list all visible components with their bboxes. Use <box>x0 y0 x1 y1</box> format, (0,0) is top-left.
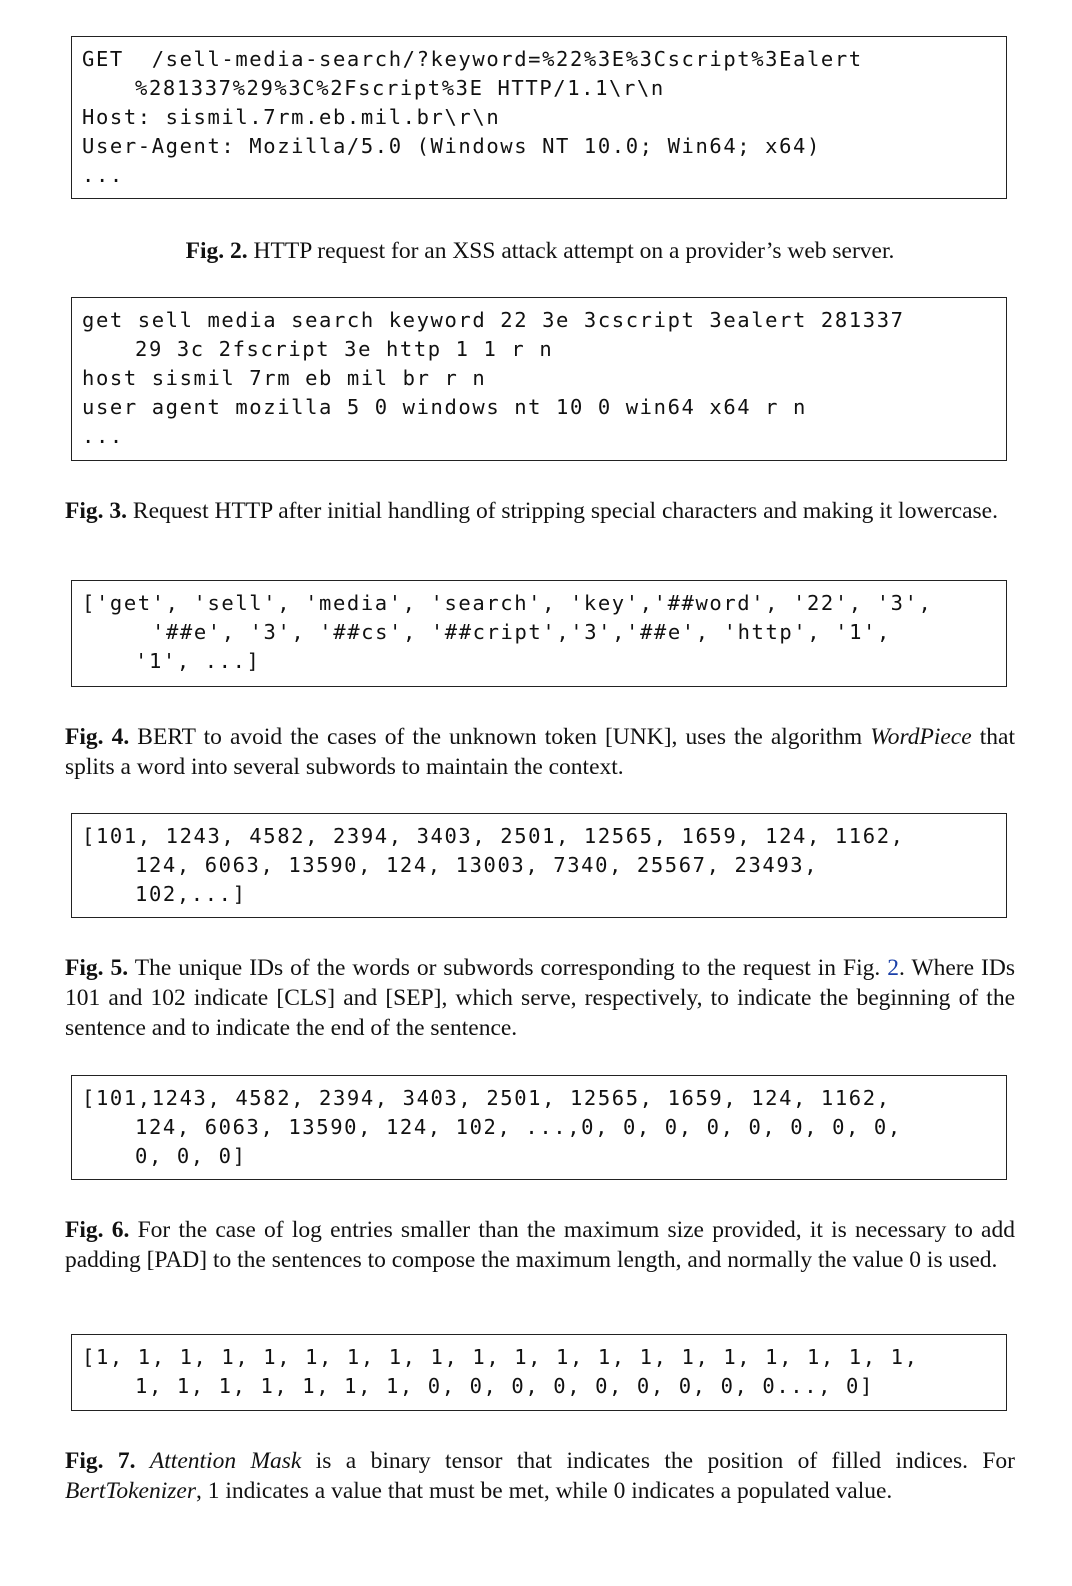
figure-label: Fig. 6. <box>65 1217 130 1243</box>
caption-emphasis: Attention Mask <box>149 1448 302 1474</box>
caption-text: For the case of log entries smaller than… <box>65 1217 1015 1273</box>
code-line: %281337%29%3C%2Fscript%3E HTTP/1.1\r\n <box>135 76 665 100</box>
code-line: 102,...] <box>135 882 247 906</box>
figure-caption-fig4: Fig. 4. BERT to avoid the cases of the u… <box>65 722 1015 782</box>
figure-label: Fig. 4. <box>65 724 130 750</box>
figure-caption-fig2: Fig. 2. HTTP request for an XSS attack a… <box>65 236 1015 266</box>
caption-text: that splits a word into several subwords… <box>65 724 1015 780</box>
figure-caption-fig5: Fig. 5. The unique IDs of the words or s… <box>65 953 1015 1043</box>
figure-label: Fig. 7. <box>65 1448 136 1474</box>
caption-text: . Where IDs 101 and 102 indicate [CLS] a… <box>65 955 1015 1041</box>
code-line: host sismil 7rm eb mil br r n <box>82 366 487 390</box>
code-listing-fig6: [101,1243, 4582, 2394, 3403, 2501, 12565… <box>71 1075 1007 1180</box>
code-line: Host: sismil.7rm.eb.mil.br\r\n <box>82 105 501 129</box>
caption-text: The unique IDs of the words or subwords … <box>128 955 888 981</box>
figure-caption-fig7: Fig. 7. Attention Mask is a binary tenso… <box>65 1446 1015 1506</box>
figure-caption-fig3: Fig. 3. Request HTTP after initial handl… <box>65 496 1015 526</box>
code-line: 124, 6063, 13590, 124, 102, ...,0, 0, 0,… <box>135 1115 902 1139</box>
code-line: 0, 0, 0] <box>135 1144 247 1168</box>
figure-caption-fig6: Fig. 6. For the case of log entries smal… <box>65 1215 1015 1275</box>
code-line: 29 3c 2fscript 3e http 1 1 r n <box>135 337 554 361</box>
code-line: GET /sell-media-search/?keyword=%22%3E%3… <box>82 47 863 71</box>
caption-text: BERT to avoid the cases of the unknown t… <box>129 724 871 750</box>
code-listing-fig5: [101, 1243, 4582, 2394, 3403, 2501, 1256… <box>71 813 1007 918</box>
figure-label: Fig. 5. <box>65 955 129 981</box>
code-line: [1, 1, 1, 1, 1, 1, 1, 1, 1, 1, 1, 1, 1, … <box>82 1345 919 1369</box>
caption-text: Request HTTP after initial handling of s… <box>127 498 998 524</box>
figure-label: Fig. 2. <box>185 238 248 264</box>
caption-text: , 1 indicates a value that must be met, … <box>195 1478 893 1504</box>
caption-emphasis: WordPiece <box>870 724 972 750</box>
code-listing-fig2: GET /sell-media-search/?keyword=%22%3E%3… <box>71 36 1007 199</box>
code-line: [101,1243, 4582, 2394, 3403, 2501, 12565… <box>82 1086 891 1110</box>
code-line: User-Agent: Mozilla/5.0 (Windows NT 10.0… <box>82 134 821 158</box>
code-line: ... <box>82 163 124 187</box>
caption-emphasis: BertTokenizer <box>65 1478 196 1504</box>
figure-label: Fig. 3. <box>65 498 128 524</box>
code-line: '##e', '3', '##cs', '##cript','3','##e',… <box>152 620 891 644</box>
code-listing-fig7: [1, 1, 1, 1, 1, 1, 1, 1, 1, 1, 1, 1, 1, … <box>71 1334 1007 1411</box>
code-line: 124, 6063, 13590, 124, 13003, 7340, 2556… <box>135 853 819 877</box>
code-line: 1, 1, 1, 1, 1, 1, 1, 0, 0, 0, 0, 0, 0, 0… <box>135 1374 874 1398</box>
figure-reference-link[interactable]: 2 <box>887 955 899 981</box>
caption-text: is a binary tensor that indicates the po… <box>301 1448 1015 1474</box>
code-line: ['get', 'sell', 'media', 'search', 'key'… <box>82 591 933 615</box>
code-line: [101, 1243, 4582, 2394, 3403, 2501, 1256… <box>82 824 905 848</box>
code-line: ... <box>82 424 124 448</box>
code-line: get sell media search keyword 22 3e 3csc… <box>82 308 905 332</box>
caption-text: HTTP request for an XSS attack attempt o… <box>247 238 895 264</box>
code-line: '1', ...] <box>135 649 261 673</box>
code-line: user agent mozilla 5 0 windows nt 10 0 w… <box>82 395 807 419</box>
code-listing-fig4: ['get', 'sell', 'media', 'search', 'key'… <box>71 580 1007 687</box>
code-listing-fig3: get sell media search keyword 22 3e 3csc… <box>71 297 1007 461</box>
